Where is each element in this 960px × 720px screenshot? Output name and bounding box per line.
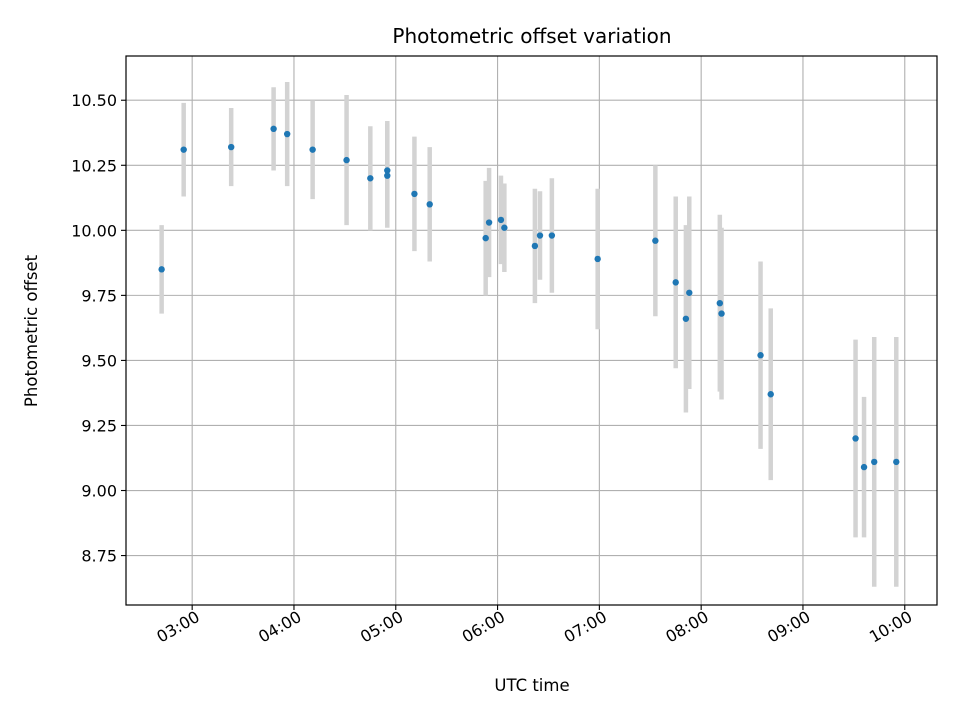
- data-point: [426, 201, 433, 208]
- data-point: [367, 175, 374, 182]
- data-point: [860, 463, 868, 471]
- data-point: [270, 125, 277, 133]
- data-point: [548, 232, 556, 239]
- y-tick-label: 9.75: [81, 286, 117, 305]
- data-point: [485, 219, 493, 226]
- data-point: [682, 315, 690, 322]
- y-tick-label: 9.00: [81, 482, 117, 501]
- x-axis-title: UTC time: [494, 676, 569, 695]
- data-point: [343, 156, 350, 164]
- data-point: [893, 458, 900, 466]
- data-point: [158, 266, 165, 273]
- data-point: [501, 224, 508, 231]
- data-point: [718, 310, 725, 317]
- plot-area-frame: [125, 55, 938, 606]
- data-point: [594, 255, 601, 263]
- y-axis-title: Photometric offset: [22, 254, 41, 407]
- data-point: [227, 143, 235, 151]
- chart-title: Photometric offset variation: [392, 24, 671, 48]
- data-points: [158, 125, 900, 471]
- y-tick-label: 9.25: [81, 416, 117, 435]
- y-axis-ticks: 8.75 9.00 9.25 9.50 9.75 10.00 10.25 10.50: [71, 91, 126, 566]
- data-point: [384, 172, 391, 179]
- y-tick-label: 10.25: [71, 156, 117, 175]
- plot-area-background: [126, 56, 937, 605]
- data-point: [482, 234, 489, 242]
- data-point: [767, 391, 774, 398]
- y-tick-label: 9.50: [81, 351, 117, 370]
- data-point: [497, 216, 505, 224]
- data-point: [672, 279, 679, 286]
- data-point: [757, 352, 764, 359]
- data-point: [411, 190, 418, 198]
- data-point: [686, 289, 693, 296]
- y-tick-label: 10.50: [71, 91, 117, 110]
- data-point: [309, 146, 316, 153]
- data-point: [531, 242, 539, 250]
- data-point: [180, 146, 187, 153]
- data-point: [652, 237, 659, 244]
- grid: [126, 56, 937, 605]
- data-point: [384, 167, 391, 174]
- data-point: [536, 232, 544, 239]
- data-point: [852, 435, 859, 442]
- data-point: [871, 458, 878, 466]
- data-point: [716, 299, 724, 307]
- y-tick-label: 10.00: [71, 221, 117, 240]
- y-tick-label: 8.75: [81, 547, 117, 566]
- data-point: [283, 130, 291, 138]
